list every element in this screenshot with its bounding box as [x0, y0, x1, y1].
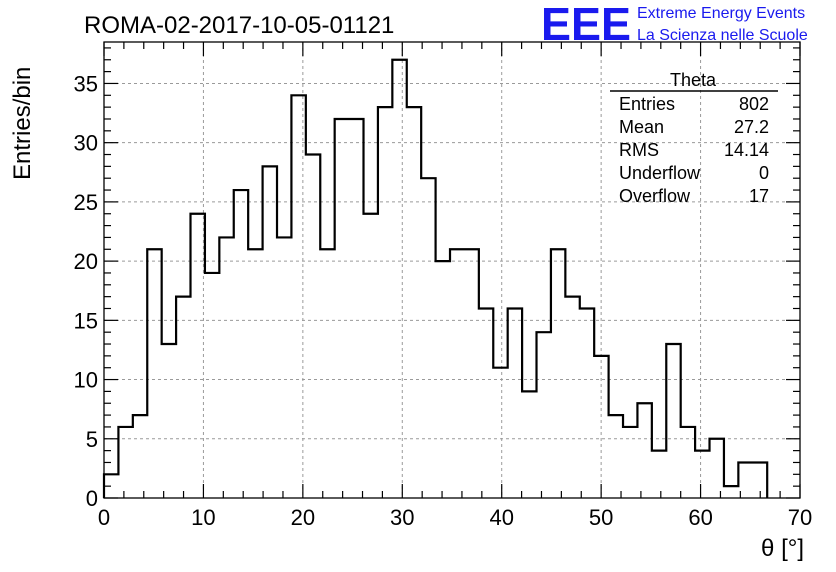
run-title: ROMA-02-2017-10-05-01121 — [84, 12, 394, 39]
logo-line-2: La Scienza nelle Scuole — [637, 27, 808, 44]
y-tick-label: 0 — [86, 486, 98, 511]
x-tick-label: 40 — [489, 505, 513, 530]
y-tick-label: 35 — [74, 71, 98, 96]
stats-underflow-label: Underflow — [619, 163, 701, 183]
plot-frame — [103, 41, 801, 499]
stats-box: Theta Entries 802 Mean 27.2 RMS 14.14 Un… — [610, 70, 778, 206]
y-tick-label: 30 — [74, 131, 98, 156]
stats-rms-value: 14.14 — [724, 140, 769, 160]
grid — [104, 42, 800, 498]
stats-overflow-label: Overflow — [619, 186, 691, 206]
x-tick-label: 50 — [589, 505, 613, 530]
logo-line-1: Extreme Energy Events — [637, 5, 805, 22]
stats-rms-label: RMS — [619, 140, 659, 160]
y-tick-label: 20 — [74, 249, 98, 274]
histogram-series — [102, 58, 769, 498]
eee-logo: EEE Extreme Energy Events La Scienza nel… — [541, 0, 808, 50]
y-tick-label: 10 — [74, 368, 98, 393]
x-tick-label: 60 — [688, 505, 712, 530]
stats-mean-label: Mean — [619, 117, 664, 137]
stats-mean-value: 27.2 — [734, 117, 769, 137]
stats-overflow-value: 17 — [749, 186, 769, 206]
y-axis-title: Entries/bin — [9, 67, 36, 180]
y-tick-label: 15 — [74, 308, 98, 333]
y-tick-label: 25 — [74, 190, 98, 215]
y-tick-labels: 0 5 10 15 20 25 30 35 — [74, 71, 98, 511]
x-tick-label: 70 — [788, 505, 812, 530]
x-tick-labels: 0 10 20 30 40 50 60 70 — [98, 505, 812, 530]
x-tick-label: 10 — [191, 505, 215, 530]
stats-entries-value: 802 — [739, 94, 769, 114]
stats-underflow-value: 0 — [759, 163, 769, 183]
x-tick-label: 30 — [390, 505, 414, 530]
axis-ticks — [103, 42, 801, 499]
stats-entries-label: Entries — [619, 94, 675, 114]
y-tick-label: 5 — [86, 427, 98, 452]
x-tick-label: 0 — [98, 505, 110, 530]
stats-title: Theta — [670, 70, 717, 90]
x-axis-title: θ [°] — [761, 535, 804, 562]
x-tick-label: 20 — [291, 505, 315, 530]
